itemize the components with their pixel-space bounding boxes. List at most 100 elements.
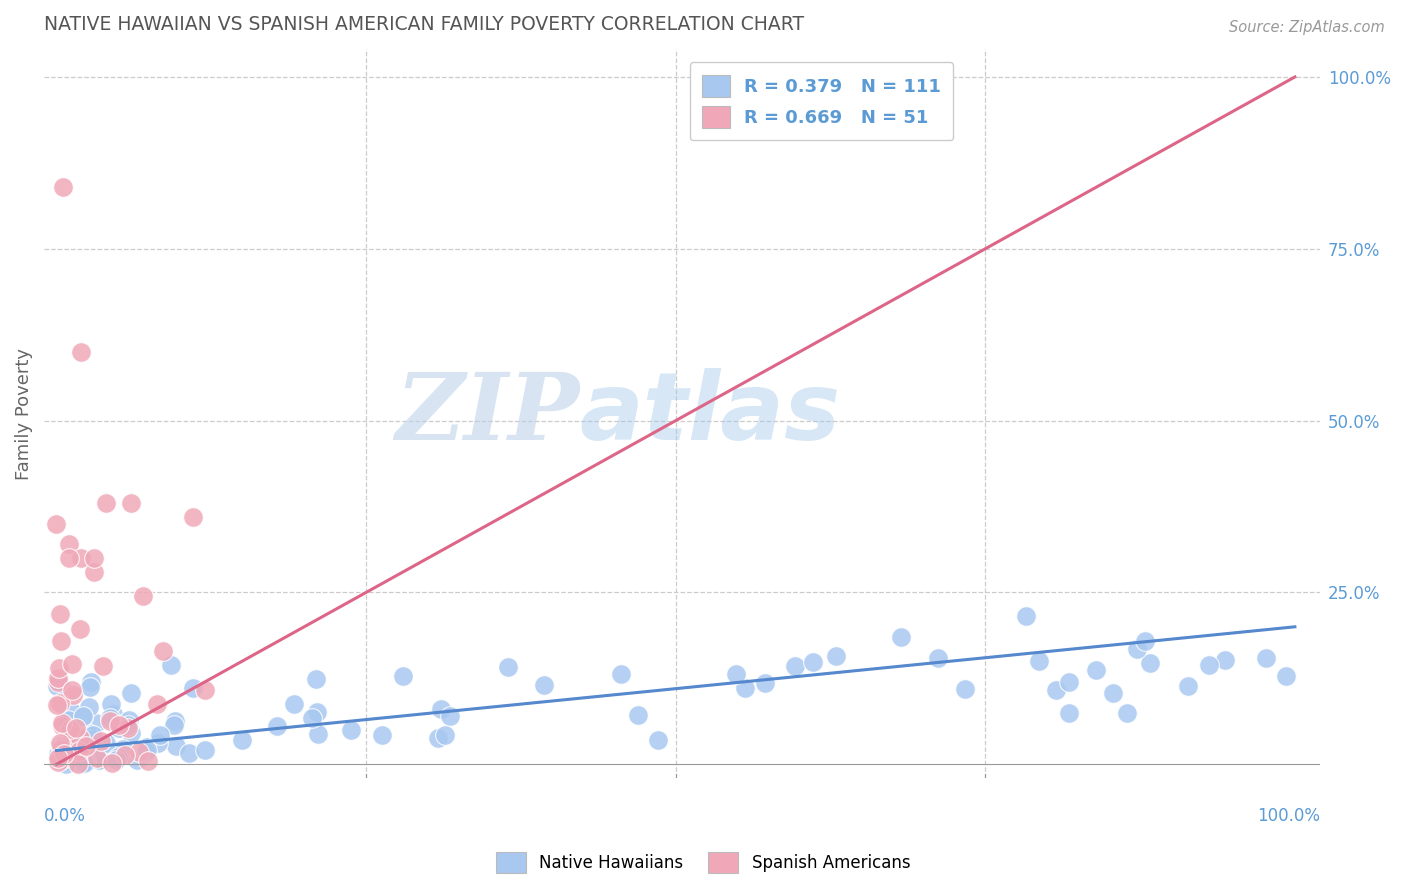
Point bbox=[80, 674, 103, 689]
Point bbox=[724, 666, 747, 681]
Point bbox=[45, 698, 67, 713]
Point bbox=[87, 753, 110, 767]
Point bbox=[86, 751, 108, 765]
Point bbox=[754, 676, 776, 690]
Point bbox=[75, 739, 97, 753]
Point bbox=[439, 708, 461, 723]
Text: Source: ZipAtlas.com: Source: ZipAtlas.com bbox=[1229, 20, 1385, 35]
Point bbox=[77, 700, 100, 714]
Point bbox=[108, 717, 131, 731]
Point bbox=[75, 756, 97, 770]
Point bbox=[79, 681, 101, 695]
Point bbox=[149, 728, 172, 742]
Point bbox=[1133, 634, 1156, 648]
Point bbox=[49, 742, 72, 756]
Point bbox=[927, 651, 949, 665]
Point bbox=[91, 659, 114, 673]
Point bbox=[70, 344, 93, 359]
Point bbox=[181, 509, 204, 524]
Y-axis label: Family Poverty: Family Poverty bbox=[15, 348, 32, 480]
Point bbox=[72, 710, 94, 724]
Point bbox=[51, 751, 73, 765]
Point bbox=[49, 696, 72, 710]
Point bbox=[163, 718, 186, 732]
Point bbox=[114, 715, 136, 730]
Point bbox=[108, 722, 131, 736]
Point bbox=[52, 180, 75, 194]
Point bbox=[69, 756, 91, 771]
Point bbox=[801, 655, 824, 669]
Point bbox=[146, 736, 169, 750]
Point bbox=[135, 743, 157, 757]
Point bbox=[1126, 642, 1149, 657]
Point bbox=[75, 756, 97, 770]
Point bbox=[58, 753, 80, 767]
Point bbox=[1015, 609, 1038, 624]
Point bbox=[1102, 686, 1125, 700]
Point bbox=[118, 714, 141, 728]
Legend: Native Hawaiians, Spanish Americans: Native Hawaiians, Spanish Americans bbox=[489, 846, 917, 880]
Point bbox=[62, 728, 84, 742]
Point bbox=[391, 669, 413, 683]
Point bbox=[430, 702, 453, 716]
Text: 0.0%: 0.0% bbox=[44, 807, 86, 825]
Point bbox=[69, 744, 91, 758]
Point bbox=[58, 537, 80, 551]
Point bbox=[647, 732, 669, 747]
Point bbox=[82, 731, 104, 746]
Point bbox=[83, 551, 105, 566]
Point bbox=[56, 738, 79, 752]
Point bbox=[107, 750, 129, 764]
Point bbox=[101, 706, 124, 721]
Point bbox=[46, 671, 69, 685]
Point bbox=[82, 740, 104, 755]
Point bbox=[1084, 663, 1107, 677]
Point bbox=[135, 739, 157, 754]
Point bbox=[65, 721, 87, 735]
Point bbox=[160, 658, 183, 673]
Point bbox=[69, 623, 91, 637]
Point bbox=[91, 752, 114, 766]
Point bbox=[80, 739, 103, 754]
Point bbox=[135, 745, 157, 759]
Point bbox=[433, 728, 456, 742]
Point bbox=[1177, 679, 1199, 693]
Point bbox=[62, 688, 84, 702]
Point bbox=[340, 723, 363, 738]
Point bbox=[177, 747, 200, 761]
Point bbox=[1028, 654, 1050, 668]
Point bbox=[83, 565, 105, 579]
Point bbox=[194, 683, 217, 698]
Point bbox=[48, 661, 70, 675]
Point bbox=[1254, 651, 1277, 665]
Point bbox=[152, 644, 174, 658]
Point bbox=[100, 698, 122, 712]
Point bbox=[1045, 683, 1067, 698]
Point bbox=[307, 705, 329, 719]
Text: NATIVE HAWAIIAN VS SPANISH AMERICAN FAMILY POVERTY CORRELATION CHART: NATIVE HAWAIIAN VS SPANISH AMERICAN FAMI… bbox=[44, 15, 804, 34]
Point bbox=[55, 757, 77, 772]
Point bbox=[51, 754, 73, 768]
Point bbox=[1139, 657, 1161, 671]
Point bbox=[301, 711, 323, 725]
Point bbox=[83, 750, 105, 764]
Point bbox=[146, 697, 169, 711]
Point bbox=[69, 747, 91, 761]
Point bbox=[60, 683, 83, 698]
Point bbox=[104, 753, 127, 767]
Point bbox=[53, 747, 76, 762]
Point bbox=[194, 742, 217, 756]
Point bbox=[49, 677, 72, 691]
Point bbox=[98, 711, 121, 725]
Point bbox=[783, 658, 806, 673]
Point bbox=[96, 736, 118, 750]
Point bbox=[136, 755, 159, 769]
Point bbox=[127, 753, 149, 767]
Point bbox=[266, 719, 288, 733]
Point bbox=[307, 726, 329, 740]
Point bbox=[76, 732, 98, 747]
Point bbox=[114, 747, 136, 762]
Point bbox=[46, 755, 69, 769]
Point bbox=[120, 496, 142, 510]
Point bbox=[231, 732, 253, 747]
